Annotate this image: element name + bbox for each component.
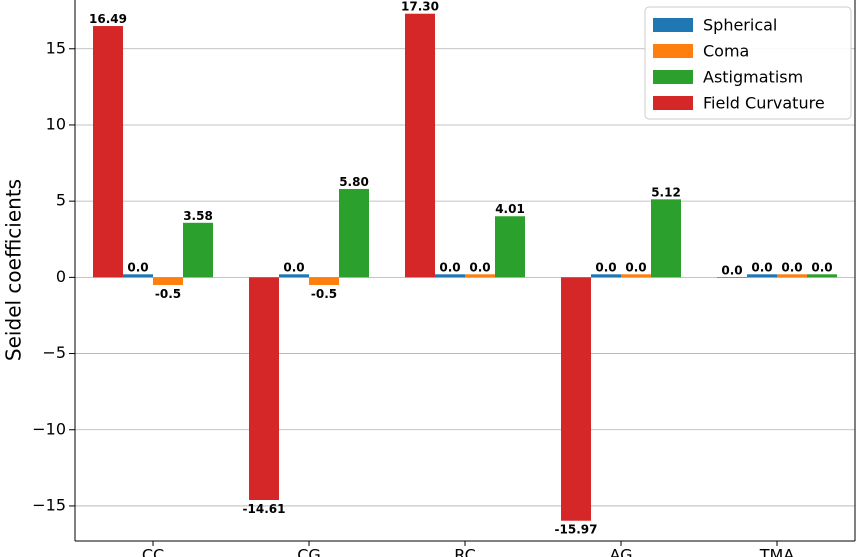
y-tick-label: 10 bbox=[46, 114, 66, 133]
data-label: -0.5 bbox=[155, 287, 181, 301]
y-tick-label: 0 bbox=[56, 267, 66, 286]
bar bbox=[279, 274, 309, 278]
bar bbox=[465, 274, 495, 278]
legend-entry: Spherical bbox=[703, 16, 777, 35]
y-tick-label: 15 bbox=[46, 38, 66, 57]
labels-layer: −15 −10 −5 0 5 10 15 16.49 -14.61 17.30 -15.97 0.0 0… bbox=[32, 0, 832, 557]
bar bbox=[495, 216, 525, 278]
legend-swatch bbox=[653, 44, 693, 58]
data-label: -15.97 bbox=[555, 523, 598, 537]
bar bbox=[807, 274, 837, 278]
data-label: 0.0 bbox=[751, 260, 772, 274]
y-tick-label: −15 bbox=[32, 495, 66, 514]
bar bbox=[153, 277, 183, 285]
bar bbox=[183, 222, 213, 278]
data-label: 5.12 bbox=[651, 185, 681, 199]
legend: Spherical Coma Astigmatism Field Curvature bbox=[644, 6, 852, 120]
legend-swatch bbox=[653, 18, 693, 32]
bar bbox=[93, 26, 123, 278]
x-tick-label: CG bbox=[297, 546, 321, 557]
bars-layer bbox=[93, 13, 837, 521]
data-label: 0.0 bbox=[439, 260, 460, 274]
bar bbox=[309, 277, 339, 285]
data-label: -0.5 bbox=[311, 287, 337, 301]
data-label: 3.58 bbox=[183, 209, 213, 223]
y-axis-label: Seidel coefficients bbox=[2, 179, 26, 361]
data-label: 0.0 bbox=[127, 260, 148, 274]
bar bbox=[777, 274, 807, 278]
bar bbox=[435, 274, 465, 278]
bar bbox=[747, 274, 777, 278]
axes-layer bbox=[69, 0, 856, 546]
data-label: 0.0 bbox=[811, 260, 832, 274]
x-tick-label: TMA bbox=[759, 546, 795, 557]
data-label: 16.49 bbox=[89, 12, 127, 26]
bar bbox=[405, 13, 435, 278]
bar bbox=[561, 277, 591, 521]
y-tick-label: −10 bbox=[32, 419, 66, 438]
data-label: 0.0 bbox=[721, 263, 742, 277]
bar bbox=[717, 277, 747, 278]
bar bbox=[651, 199, 681, 278]
bar bbox=[123, 274, 153, 278]
data-label: 0.0 bbox=[781, 260, 802, 274]
x-tick-label: CC bbox=[142, 546, 164, 557]
legend-entry: Astigmatism bbox=[703, 68, 803, 87]
data-label: 0.0 bbox=[625, 260, 646, 274]
x-tick-label: RC bbox=[454, 546, 476, 557]
data-label: 0.0 bbox=[595, 260, 616, 274]
legend-box bbox=[644, 6, 852, 120]
data-label: 4.01 bbox=[495, 202, 525, 216]
data-label: 5.80 bbox=[339, 175, 369, 189]
legend-swatch bbox=[653, 70, 693, 84]
data-label: -14.61 bbox=[243, 502, 286, 516]
legend-entry: Field Curvature bbox=[703, 94, 825, 113]
bar bbox=[591, 274, 621, 278]
bar bbox=[339, 188, 369, 278]
legend-swatch bbox=[653, 96, 693, 110]
data-label: 0.0 bbox=[469, 260, 490, 274]
x-tick-label: AG bbox=[609, 546, 632, 557]
data-label: 17.30 bbox=[401, 0, 439, 14]
bar bbox=[621, 274, 651, 278]
y-tick-label: −5 bbox=[42, 343, 66, 362]
y-tick-label: 5 bbox=[56, 191, 66, 210]
legend-entry: Coma bbox=[703, 42, 749, 61]
data-label: 0.0 bbox=[283, 260, 304, 274]
bar bbox=[249, 277, 279, 501]
